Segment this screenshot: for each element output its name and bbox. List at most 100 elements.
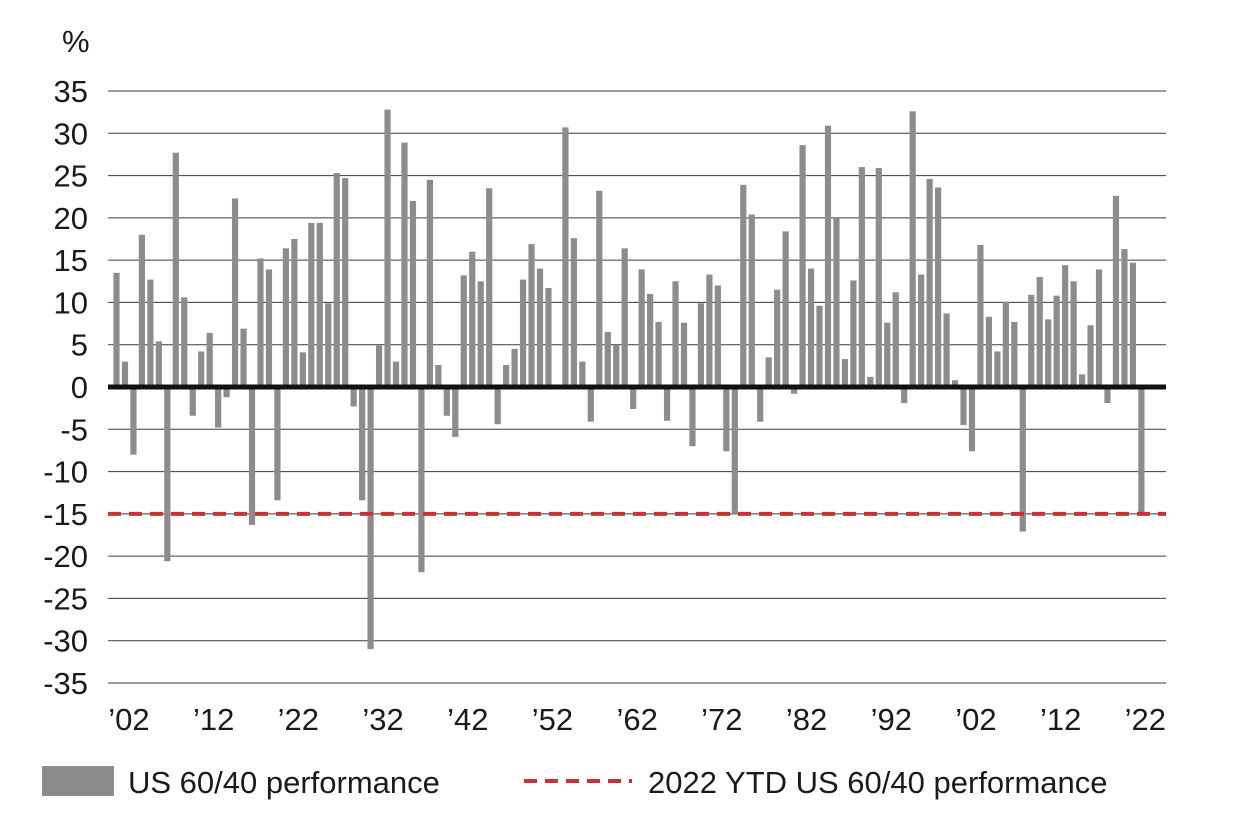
bar-1949 [519, 279, 527, 387]
bar-1954 [562, 127, 569, 387]
bar-1946 [494, 387, 501, 425]
bar-2006 [1002, 301, 1009, 387]
bar-1941 [452, 387, 459, 437]
bar-2003 [977, 244, 984, 387]
bar-1995 [909, 111, 916, 387]
bar-1929 [350, 387, 357, 407]
x-tick-label: ’12 [193, 702, 234, 737]
y-tick-label: -30 [43, 624, 88, 659]
bar-1908 [172, 152, 179, 387]
bar-1968 [680, 322, 688, 387]
bar-1915 [231, 198, 239, 387]
bar-2011 [1045, 319, 1052, 387]
bar-1943 [469, 251, 476, 387]
bar-1990 [867, 376, 874, 387]
bar-1981 [791, 387, 798, 394]
bar-1989 [858, 167, 865, 387]
y-tick-label: -35 [43, 666, 88, 701]
bar-1984 [816, 305, 823, 387]
bar-1979 [774, 289, 781, 387]
bar-1991 [875, 167, 882, 387]
y-tick-label: -20 [43, 539, 88, 574]
bar-1913 [215, 387, 222, 428]
y-tick-label: -5 [60, 412, 88, 447]
bar-1937 [418, 387, 425, 573]
bar-1940 [443, 387, 450, 416]
bar-1907 [164, 387, 171, 562]
legend-swatch-bars [42, 766, 114, 796]
bar-1950 [528, 244, 535, 387]
x-tick-label: ’02 [108, 702, 149, 737]
bar-1925 [316, 222, 323, 387]
bar-1996 [918, 274, 925, 387]
bar-1957 [587, 387, 594, 422]
bar-1901 [113, 272, 120, 387]
bar-2000 [951, 380, 959, 387]
bar-1955 [570, 238, 577, 387]
bar-1959 [604, 332, 611, 387]
bar-1921 [282, 248, 289, 387]
x-tick-label: ’52 [532, 702, 573, 737]
bar-2005 [994, 351, 1001, 387]
bar-1904 [138, 234, 146, 387]
bar-1952 [545, 288, 552, 387]
y-tick-label: 25 [54, 159, 88, 194]
bar-1903 [130, 387, 137, 455]
bar-1983 [807, 268, 815, 387]
bars [113, 109, 1145, 650]
bar-1971 [706, 274, 713, 387]
bar-1926 [325, 303, 332, 387]
bar-1939 [435, 365, 442, 387]
bar-1942 [460, 275, 467, 387]
bar-1985 [824, 125, 832, 387]
x-tick-label: ’42 [447, 702, 488, 737]
y-tick-label: 15 [54, 243, 88, 278]
bar-2018 [1104, 387, 1111, 404]
bar-1923 [299, 352, 306, 387]
bar-2004 [985, 316, 993, 387]
bar-1975 [740, 184, 747, 387]
bar-1958 [596, 190, 603, 387]
bar-1987 [841, 359, 849, 387]
bar-1961 [621, 248, 628, 387]
x-tick-label: ’22 [278, 702, 319, 737]
bar-1997 [926, 178, 933, 387]
legend-label-ytd: 2022 YTD US 60/40 performance [648, 765, 1108, 800]
bar-2015 [1078, 374, 1086, 387]
bar-1988 [850, 280, 857, 387]
y-tick-label: 30 [54, 116, 88, 151]
bar-1986 [833, 217, 840, 387]
bar-2022 [1138, 387, 1145, 514]
bar-1911 [198, 351, 205, 387]
legend-label-bars: US 60/40 performance [128, 765, 440, 800]
bar-2001 [960, 387, 967, 426]
y-tick-label: 10 [54, 285, 88, 320]
bar-1934 [392, 361, 400, 387]
bar-1970 [697, 303, 705, 387]
bar-1910 [189, 387, 196, 416]
bar-1966 [663, 387, 671, 421]
x-tick-label: ’12 [1040, 702, 1081, 737]
bar-1931 [367, 387, 374, 650]
bar-1993 [892, 292, 899, 387]
bar-1902 [121, 361, 129, 387]
bar-2021 [1129, 262, 1136, 387]
bar-1944 [477, 281, 484, 387]
bar-1945 [486, 188, 493, 387]
bar-1964 [647, 293, 654, 387]
y-tick-label: 5 [71, 328, 88, 363]
bar-1980 [782, 231, 789, 387]
bar-1928 [342, 178, 349, 387]
bar-1951 [536, 268, 544, 387]
y-tick-label: -25 [43, 581, 88, 616]
bar-1960 [613, 345, 620, 387]
bar-1977 [757, 387, 764, 422]
y-tick-label: 0 [71, 370, 88, 405]
y-tick-label: 35 [54, 74, 88, 109]
bar-2012 [1053, 295, 1060, 387]
y-tick-label: -10 [43, 455, 88, 490]
bar-1962 [630, 387, 637, 409]
bar-1912 [206, 332, 213, 387]
bar-1994 [901, 387, 908, 404]
